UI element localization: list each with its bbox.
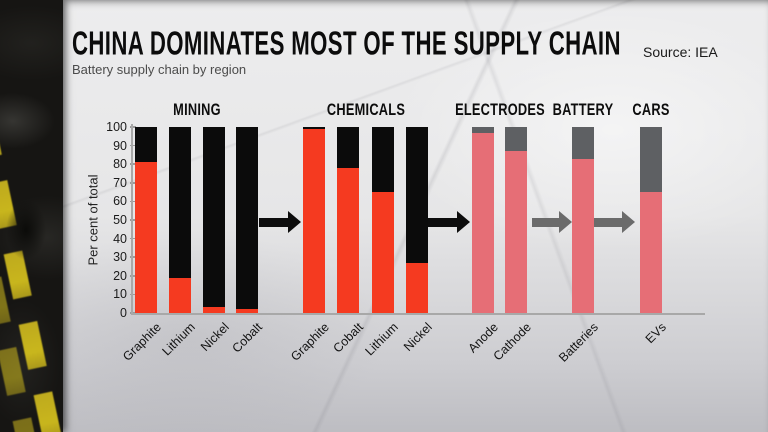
y-tick-label: 70 bbox=[113, 175, 127, 190]
x-axis-label-evs: EVs bbox=[642, 320, 669, 347]
y-tick-mark bbox=[130, 144, 136, 147]
arrow-head bbox=[288, 211, 301, 233]
stacked-bar-graphite bbox=[135, 127, 157, 313]
group-header-chemicals: CHEMICALS bbox=[326, 101, 405, 120]
y-tick-mark bbox=[130, 256, 136, 258]
stacked-bar-cobalt bbox=[337, 127, 359, 313]
arrow-head bbox=[457, 211, 470, 233]
china-share-segment bbox=[505, 151, 527, 313]
y-tick-label: 80 bbox=[113, 157, 127, 172]
y-tick-mark bbox=[130, 219, 136, 221]
stacked-bar-cobalt bbox=[236, 127, 258, 313]
y-tick-mark bbox=[130, 163, 136, 165]
china-share-segment bbox=[135, 162, 157, 313]
road-crack-shadow bbox=[6, 200, 46, 260]
china-share-segment bbox=[337, 167, 359, 313]
stacked-bar-nickel bbox=[202, 127, 225, 313]
stacked-bar-batteries bbox=[572, 127, 594, 313]
stacked-bar-cathode bbox=[505, 127, 527, 313]
arrow-shaft bbox=[428, 217, 457, 227]
group-header-electrodes: ELECTRODES bbox=[454, 101, 545, 120]
y-tick-label: 50 bbox=[113, 213, 127, 227]
china-share-segment bbox=[372, 192, 394, 313]
china-share-segment bbox=[572, 158, 594, 313]
arrow-head bbox=[559, 211, 572, 233]
x-axis-line bbox=[131, 313, 705, 315]
y-tick-label: 20 bbox=[113, 268, 127, 283]
flow-arrow-grey bbox=[594, 211, 635, 233]
arrow-shaft bbox=[259, 217, 288, 227]
y-tick-label: 100 bbox=[106, 120, 127, 134]
arrow-head bbox=[622, 211, 635, 233]
y-tick-label: 90 bbox=[113, 138, 127, 153]
group-header-cars: CARS bbox=[632, 101, 670, 120]
stacked-bar-nickel bbox=[406, 127, 428, 313]
flow-arrow-grey bbox=[532, 211, 572, 233]
y-tick-mark bbox=[130, 182, 136, 184]
arrow-shaft bbox=[532, 217, 559, 227]
china-share-segment bbox=[472, 132, 494, 313]
china-share-segment bbox=[406, 262, 428, 313]
chart-area: 100 90 80 70 60 50 40 30 20 10 0 MINING Graphite Lith… bbox=[63, 0, 768, 432]
y-tick-label: 40 bbox=[113, 231, 127, 246]
stacked-bar-lithium bbox=[169, 127, 191, 313]
china-share-segment bbox=[169, 277, 191, 313]
chart-subtitle: Battery supply chain by region bbox=[72, 62, 247, 77]
china-share-segment bbox=[202, 307, 225, 313]
y-tick-label: 0 bbox=[120, 306, 127, 320]
y-tick-mark bbox=[130, 126, 136, 128]
group-header-mining: MINING bbox=[172, 101, 221, 120]
page-title: CHINA DOMINATES MOST OF THE SUPPLY CHAIN bbox=[72, 26, 621, 63]
flow-arrow-dark bbox=[428, 211, 470, 233]
y-tick-mark bbox=[130, 200, 136, 203]
stacked-bar-lithium bbox=[372, 127, 394, 313]
y-tick-mark bbox=[130, 275, 136, 277]
road-texture-background bbox=[0, 0, 63, 432]
y-tick-label: 10 bbox=[113, 287, 127, 302]
arrow-shaft bbox=[594, 217, 622, 227]
y-tick-label: 30 bbox=[113, 250, 127, 265]
china-share-segment bbox=[640, 192, 662, 313]
flow-arrow-dark bbox=[259, 211, 301, 233]
y-tick-mark bbox=[130, 293, 136, 296]
infographic-card: CHINA DOMINATES MOST OF THE SUPPLY CHAIN… bbox=[63, 0, 768, 432]
y-tick-mark bbox=[130, 237, 136, 240]
source-attribution: Source: IEA bbox=[643, 44, 718, 60]
y-axis-line bbox=[131, 124, 133, 313]
stacked-bar-graphite bbox=[303, 127, 325, 313]
group-header-battery: BATTERY bbox=[552, 101, 614, 120]
china-share-segment bbox=[303, 128, 325, 313]
china-share-segment bbox=[236, 309, 258, 313]
stacked-bar-evs bbox=[640, 127, 662, 313]
stacked-bar-anode bbox=[472, 127, 494, 313]
y-tick-label: 60 bbox=[113, 194, 127, 209]
